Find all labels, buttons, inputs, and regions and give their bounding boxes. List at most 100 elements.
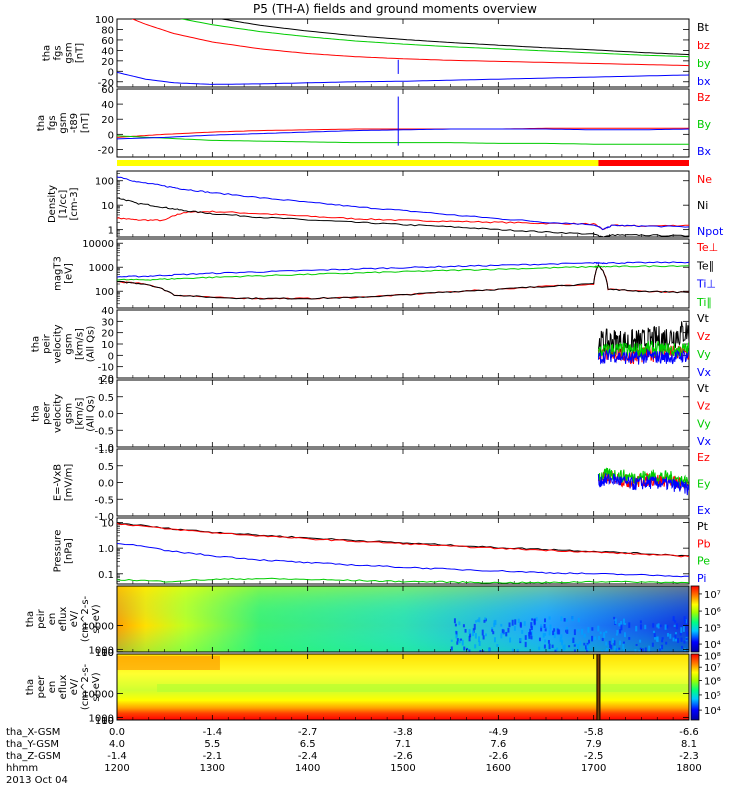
heatmap-cell xyxy=(478,636,481,643)
heatmap-cell xyxy=(624,622,627,625)
heatmap-cell xyxy=(548,643,551,650)
heatmap-cell xyxy=(605,641,608,646)
legend-entry: Npot xyxy=(697,225,724,238)
colorbar-p10 xyxy=(690,585,700,653)
heatmap-cell xyxy=(665,641,668,645)
heatmap-cell xyxy=(674,634,677,640)
heatmap-cell xyxy=(568,645,571,648)
heatmap-cell xyxy=(622,618,625,625)
heatmap-cell xyxy=(456,637,459,642)
y-tick-label: 0 xyxy=(108,67,114,78)
heatmap-cell xyxy=(516,648,519,652)
heatmap-cell xyxy=(654,637,657,640)
heatmap-cell xyxy=(616,648,619,652)
heatmap-cell xyxy=(666,633,669,637)
heatmap-cell xyxy=(682,626,685,632)
heatmap-cell xyxy=(661,644,664,650)
y-tick-label: 0 xyxy=(108,351,114,362)
y-axis-label: gsm xyxy=(64,403,75,424)
heatmap-cell xyxy=(666,625,669,629)
heatmap-cell xyxy=(680,637,683,642)
legend-entry: Pe xyxy=(697,555,710,568)
y-tick-label: 1.0 xyxy=(98,445,114,456)
heatmap-cell xyxy=(530,635,533,640)
heatmap-p11 xyxy=(117,654,689,720)
heatmap-cell xyxy=(574,643,577,646)
footer-value: 5.5 xyxy=(204,739,220,750)
heatmap-cell xyxy=(549,624,552,630)
heatmap-cell xyxy=(538,637,541,642)
y-tick-label: -20 xyxy=(98,374,114,385)
heatmap-cell xyxy=(511,619,514,626)
heatmap-cell xyxy=(639,624,642,630)
heatmap-cell xyxy=(674,620,677,623)
legend-entry: Ne xyxy=(697,173,712,186)
y-axis-label: peir xyxy=(42,333,53,353)
heatmap-cell xyxy=(613,616,616,620)
heatmap-cell xyxy=(556,647,559,652)
footer-label-x: tha_X-GSM xyxy=(6,727,60,738)
legend-entry: Ni xyxy=(697,199,708,212)
heatmap-cell xyxy=(634,649,637,652)
legend-entry: Vz xyxy=(697,330,711,343)
heatmap-cell xyxy=(609,644,612,649)
footer-value: 1500 xyxy=(390,763,415,774)
y-axis-label: (All Qs) xyxy=(86,326,97,363)
y-tick-label: -0.5 xyxy=(94,426,114,437)
y-axis-label: [1/cc] xyxy=(58,190,69,219)
heatmap-cell xyxy=(672,616,675,622)
y-tick-label: 100 xyxy=(95,287,114,298)
y-axis-label: [km/s] xyxy=(75,397,86,429)
heatmap-cell xyxy=(533,622,536,626)
y-tick-label: -1.0 xyxy=(94,443,114,454)
heatmap-cell xyxy=(618,647,621,650)
footer-value: -2.5 xyxy=(584,751,604,762)
heatmap-cell xyxy=(478,640,481,646)
footer-value: -2.6 xyxy=(393,751,413,762)
footer-value: -3.8 xyxy=(393,727,413,738)
heatmap-cell xyxy=(562,645,565,651)
colorbar-tick-label: 10⁵ xyxy=(704,691,721,702)
heatmap-cell xyxy=(544,628,547,632)
heatmap-cell xyxy=(473,623,476,630)
heatmap-cell xyxy=(538,646,541,650)
series-line-blue xyxy=(117,71,689,85)
y-axis-label: peer xyxy=(42,401,53,425)
heatmap-cell xyxy=(493,637,496,643)
heatmap-cell xyxy=(599,631,602,635)
y-axis-label: [eV] xyxy=(64,263,75,284)
heatmap-cell xyxy=(587,648,590,652)
heatmap-cell xyxy=(620,624,623,631)
panel-p7: 1.0 0.5 0.0 -0.5 -1.0 tha peer velocity gsm [km/s… xyxy=(31,376,712,454)
series-line-green xyxy=(117,577,689,584)
mode-bar-slow xyxy=(117,160,599,166)
heatmap-gap-edge xyxy=(597,654,600,720)
heatmap-cell xyxy=(507,627,510,633)
y-tick-label: 10000 xyxy=(82,622,114,633)
heatmap-cell xyxy=(619,629,622,634)
heatmap-cell xyxy=(680,627,683,633)
heatmap-cell xyxy=(583,633,586,638)
heatmap-cell xyxy=(676,623,679,630)
y-tick-label: 20 xyxy=(101,115,114,126)
legend-entry: Te∥ xyxy=(696,259,714,272)
y-tick-label: 10000 xyxy=(82,690,114,701)
heatmap-cell xyxy=(528,635,531,639)
footer-value: 1700 xyxy=(581,763,606,774)
series-line-green xyxy=(117,135,689,145)
heatmap-cell xyxy=(673,624,676,628)
heatmap-cell xyxy=(533,619,536,623)
heatmap-cell xyxy=(674,632,677,635)
heatmap-cell xyxy=(683,616,686,622)
heatmap-cell xyxy=(601,637,604,642)
y-axis-label: en xyxy=(47,613,58,626)
legend-entry: Vt xyxy=(697,382,710,395)
footer-value: 7.6 xyxy=(490,739,506,750)
y-axis-label: tha xyxy=(31,336,42,352)
heatmap-cell xyxy=(635,643,638,646)
heatmap-cell xyxy=(563,644,566,651)
heatmap-cell xyxy=(618,622,621,627)
